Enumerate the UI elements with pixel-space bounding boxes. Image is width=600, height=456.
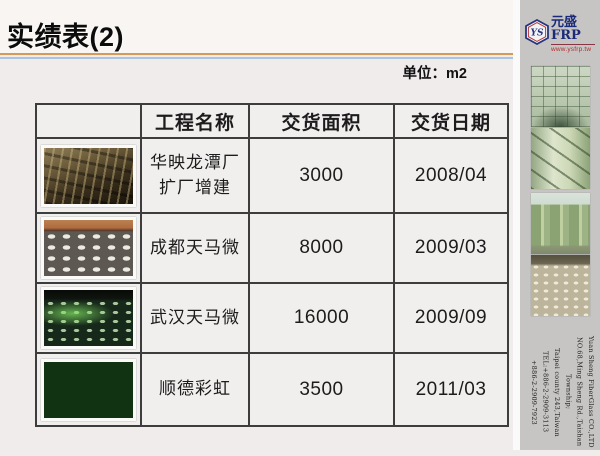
project-photo-cell (35, 212, 142, 284)
ys-hexagon-icon: YS (525, 18, 549, 50)
logo-text-block: 元盛FRP www.ysfrp.tw (551, 16, 595, 53)
project-photo-cell (35, 282, 142, 354)
delivery-area-value: 3000 (248, 137, 395, 214)
delivery-area-value: 8000 (248, 212, 395, 284)
project-photo-huaying (41, 144, 136, 207)
header-delivery-area: 交货面积 (248, 103, 395, 139)
company-sidebar: YS 元盛FRP www.ysfrp.tw Yuan Sheng FiberGl… (520, 0, 600, 450)
delivery-date-value: 2009/09 (393, 282, 509, 354)
company-logo: YS 元盛FRP www.ysfrp.tw (525, 16, 595, 53)
header-project-name: 工程名称 (140, 103, 250, 139)
delivery-date-value: 2008/04 (393, 137, 509, 214)
results-table: 工程名称 交货面积 交货日期 华映龙潭厂 扩厂增建 3000 2008/04 成… (35, 103, 509, 427)
table-row: 顺德彩虹 3500 2011/03 (35, 352, 509, 427)
project-name: 华映龙潭厂 扩厂增建 (140, 137, 250, 214)
sidebar-photo-tank-with-pipes (530, 128, 590, 189)
project-name: 成都天马微 (140, 212, 250, 284)
table-header-row: 工程名称 交货面积 交货日期 (35, 103, 509, 139)
table-row: 成都天马微 8000 2009/03 (35, 212, 509, 284)
page-title: 实绩表(2) (7, 22, 124, 52)
unit-label: 单位：m2 (402, 66, 467, 82)
project-photo-shunde (41, 358, 136, 421)
company-street-line: NO.68,Ming Sheng Rd.,Taishan Township; (564, 337, 584, 447)
project-photo-chengdu (41, 217, 136, 279)
sidebar-photo-warehouse-floor (530, 255, 590, 316)
table-row: 华映龙潭厂 扩厂增建 3000 2008/04 (35, 137, 509, 214)
header-delivery-date: 交货日期 (393, 103, 509, 139)
company-name-line: Yuan Sheng FiberGlass CO.,LTD (587, 336, 595, 448)
project-name: 武汉天马微 (140, 282, 250, 354)
title-band (0, 0, 513, 53)
company-city-line: Taipei county 243,Taiwan (552, 347, 561, 437)
project-photo-wuhan (41, 287, 136, 349)
sidebar-photo-coffered-ceiling (530, 66, 590, 127)
company-address-vertical: Yuan Sheng FiberGlass CO.,LTD NO.68,Ming… (524, 328, 596, 456)
project-name: 顺德彩虹 (140, 352, 250, 427)
delivery-area-value: 3500 (248, 352, 395, 427)
company-tel2-line: +886-2-2909-7923 (530, 359, 539, 425)
project-photo-cell (35, 137, 142, 214)
brand-website: www.ysfrp.tw (551, 44, 595, 53)
company-tel-line: TEL:+886-2-2909-3113 (541, 351, 550, 433)
delivery-date-value: 2009/03 (393, 212, 509, 284)
svg-text:YS: YS (531, 29, 544, 39)
slide-edge-strip (513, 0, 520, 450)
divider-blue-line (0, 57, 513, 59)
sidebar-photo-storage-tanks (530, 193, 590, 254)
project-photo-cell (35, 352, 142, 427)
brand-name: 元盛FRP (551, 15, 581, 43)
divider-orange-line (0, 53, 513, 55)
table-row: 武汉天马微 16000 2009/09 (35, 282, 509, 354)
delivery-date-value: 2011/03 (393, 352, 509, 427)
header-photo-blank (35, 103, 142, 139)
delivery-area-value: 16000 (248, 282, 395, 354)
